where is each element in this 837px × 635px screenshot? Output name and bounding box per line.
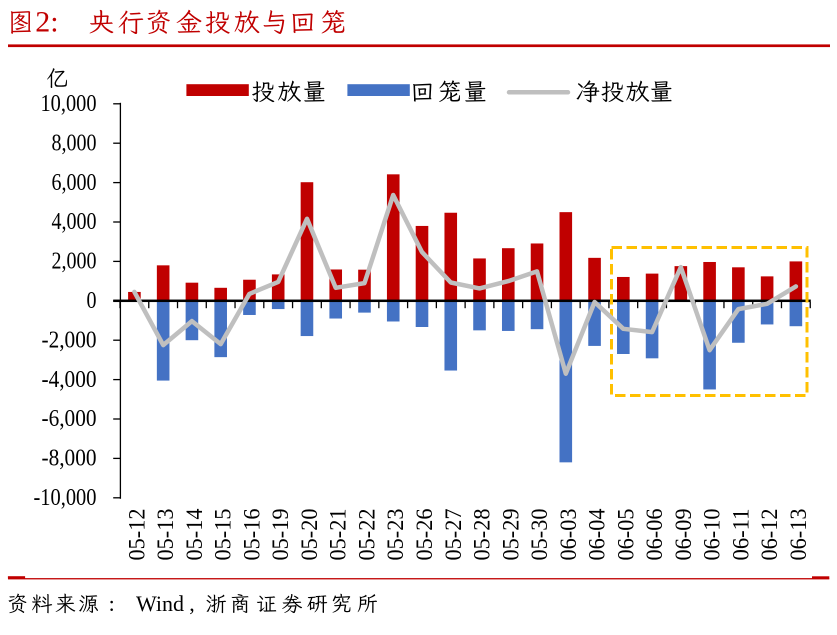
svg-text:05-16: 05-16 <box>239 509 264 561</box>
svg-text:06-05: 06-05 <box>613 509 638 561</box>
svg-text:-8,000: -8,000 <box>42 445 97 472</box>
svg-text:10,000: 10,000 <box>41 90 97 117</box>
svg-text:06-09: 06-09 <box>671 509 696 561</box>
svg-text:05-28: 05-28 <box>470 509 495 561</box>
svg-text:06-13: 06-13 <box>786 509 811 561</box>
svg-text:06-04: 06-04 <box>585 508 610 560</box>
svg-text:05-21: 05-21 <box>326 509 351 561</box>
svg-text:05-22: 05-22 <box>355 509 380 561</box>
svg-text:-10,000: -10,000 <box>34 484 97 511</box>
svg-text:05-19: 05-19 <box>268 509 293 561</box>
svg-text:,: , <box>189 591 195 616</box>
svg-text:05-26: 05-26 <box>412 509 437 561</box>
svg-text:0: 0 <box>87 287 97 314</box>
svg-text:6,000: 6,000 <box>52 169 97 196</box>
svg-text:05-14: 05-14 <box>182 508 207 560</box>
svg-text:Wind: Wind <box>136 591 184 616</box>
svg-text:06-11: 06-11 <box>728 509 753 561</box>
svg-text:2:: 2: <box>35 5 58 38</box>
svg-text:06-10: 06-10 <box>700 509 725 561</box>
svg-text:06-12: 06-12 <box>757 509 782 561</box>
svg-text:05-15: 05-15 <box>211 509 236 561</box>
svg-text:05-20: 05-20 <box>297 509 322 561</box>
svg-text::: : <box>109 591 115 616</box>
svg-text:06-03: 06-03 <box>556 509 581 561</box>
svg-text:05-30: 05-30 <box>527 509 552 561</box>
svg-text:-4,000: -4,000 <box>42 366 97 393</box>
svg-text:05-12: 05-12 <box>124 509 149 561</box>
svg-text:05-29: 05-29 <box>498 509 523 561</box>
svg-text:05-13: 05-13 <box>153 509 178 561</box>
svg-text:05-27: 05-27 <box>441 509 466 561</box>
svg-text:2,000: 2,000 <box>52 248 97 275</box>
svg-text:8,000: 8,000 <box>52 129 97 156</box>
svg-text:-2,000: -2,000 <box>42 326 97 353</box>
svg-text:4,000: 4,000 <box>52 208 97 235</box>
svg-text:05-23: 05-23 <box>383 509 408 561</box>
svg-text:06-06: 06-06 <box>642 509 667 561</box>
svg-text:-6,000: -6,000 <box>42 405 97 432</box>
